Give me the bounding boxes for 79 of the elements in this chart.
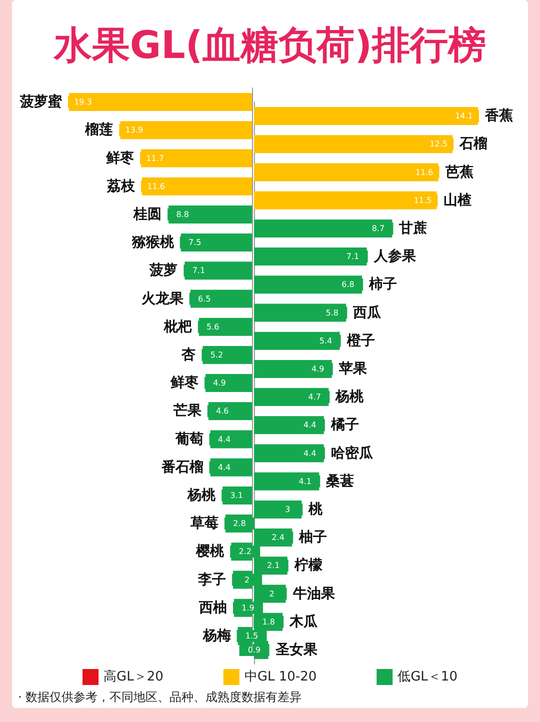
- legend-label: 中GL 10-20: [244, 670, 317, 684]
- y-tick-label: 西柚: [198, 600, 227, 616]
- y-tick-label: 芒果: [172, 403, 202, 420]
- data-label: 11.6: [415, 168, 434, 177]
- y-tick-label: 草莓: [189, 516, 218, 532]
- data-label: 4.7: [308, 392, 322, 402]
- data-label: 4.9: [311, 364, 324, 374]
- y-tick-label: 鲜枣: [170, 375, 199, 392]
- y-tick-label: 苹果: [338, 360, 368, 377]
- data-label: 5.4: [319, 336, 332, 346]
- data-label: 7.5: [188, 238, 202, 248]
- y-tick-label: 柚子: [298, 530, 328, 546]
- y-tick-label: 火龙果: [141, 290, 184, 307]
- y-tick-label: 西瓜: [352, 304, 382, 321]
- data-label: 8.7: [372, 224, 385, 233]
- y-tick-label: 桂圆: [132, 206, 162, 222]
- data-label: 3.1: [230, 490, 243, 500]
- data-label: 4.4: [218, 434, 231, 444]
- y-tick-label: 甘蔗: [398, 220, 428, 236]
- data-label: 4.4: [304, 448, 316, 458]
- data-label: 2.4: [272, 533, 284, 542]
- y-tick-label: 菠萝: [148, 262, 178, 279]
- data-label: 4.1: [298, 476, 312, 486]
- data-label: 4.4: [304, 420, 316, 430]
- y-tick-label: 木瓜: [288, 612, 319, 630]
- y-tick-label: 杏: [180, 346, 196, 363]
- y-tick-label: 橙子: [346, 332, 375, 349]
- y-tick-label: 杨桃: [334, 389, 365, 406]
- y-tick-label: 李子: [197, 572, 226, 588]
- y-tick-label: 番石榴: [160, 459, 204, 476]
- y-tick-label: 芭蕉: [444, 164, 474, 180]
- y-tick-label: 樱桃: [195, 544, 226, 560]
- data-label: 7.1: [346, 252, 360, 262]
- y-tick-label: 石榴: [458, 136, 488, 152]
- data-label: 7.1: [192, 266, 206, 276]
- y-tick-label: 柠檬: [293, 556, 324, 574]
- y-tick-label: 猕猴桃: [130, 234, 175, 251]
- y-tick-label: 菠萝蜜: [19, 93, 63, 110]
- y-tick-label: 圣女果: [274, 642, 318, 658]
- y-tick-label: 牛油果: [292, 586, 336, 602]
- y-tick-label: 哈密瓜: [330, 444, 374, 462]
- y-tick-label: 香蕉: [484, 108, 513, 124]
- data-label: 11.6: [147, 182, 165, 191]
- y-tick-label: 葡萄: [174, 431, 204, 448]
- y-tick-label: 枇杷: [162, 318, 192, 335]
- data-label: 5.8: [326, 308, 339, 318]
- data-label: 5.2: [210, 350, 224, 360]
- legend-label: 低GL＜10: [398, 670, 458, 684]
- data-label: 1.8: [262, 617, 275, 626]
- data-label: 19.3: [74, 98, 92, 107]
- data-label: 13.9: [125, 126, 144, 135]
- data-label: 5.6: [206, 322, 220, 332]
- chart-title: 水果GL(血糖负荷)排行榜: [52, 22, 488, 69]
- data-label: 4.6: [216, 406, 229, 416]
- y-tick-label: 杨桃: [186, 487, 217, 504]
- y-tick-label: 人参果: [372, 248, 417, 265]
- y-tick-label: 柿子: [368, 276, 398, 293]
- data-label: 8.8: [176, 210, 189, 219]
- data-label: 11.5: [414, 196, 432, 205]
- data-label: 2: [269, 589, 274, 598]
- data-label: 2.1: [266, 561, 280, 570]
- y-tick-label: 桃: [308, 501, 324, 518]
- y-tick-label: 山楂: [444, 192, 472, 208]
- data-label: 6.8: [342, 280, 354, 290]
- y-tick-label: 橘子: [330, 417, 359, 434]
- data-label: 11.7: [146, 154, 164, 163]
- data-label: 4.4: [218, 462, 231, 472]
- data-label: 3: [285, 504, 290, 514]
- data-label: 6.5: [198, 294, 211, 304]
- text: · 数据仅供参考，不同地区、品种、成熟度数据有差异: [18, 689, 302, 706]
- data-label: 4.9: [213, 378, 226, 388]
- y-tick-label: 鲜枣: [105, 150, 134, 166]
- data-label: 12.5: [430, 140, 448, 149]
- y-tick-label: 桑葚: [325, 473, 354, 490]
- legend-label: 高GL＞20: [104, 668, 164, 684]
- y-tick-label: 榴莲: [84, 122, 114, 138]
- data-label: 14.1: [455, 112, 473, 121]
- y-tick-label: 荔枝: [106, 178, 136, 194]
- y-tick-label: 杨梅: [202, 628, 231, 644]
